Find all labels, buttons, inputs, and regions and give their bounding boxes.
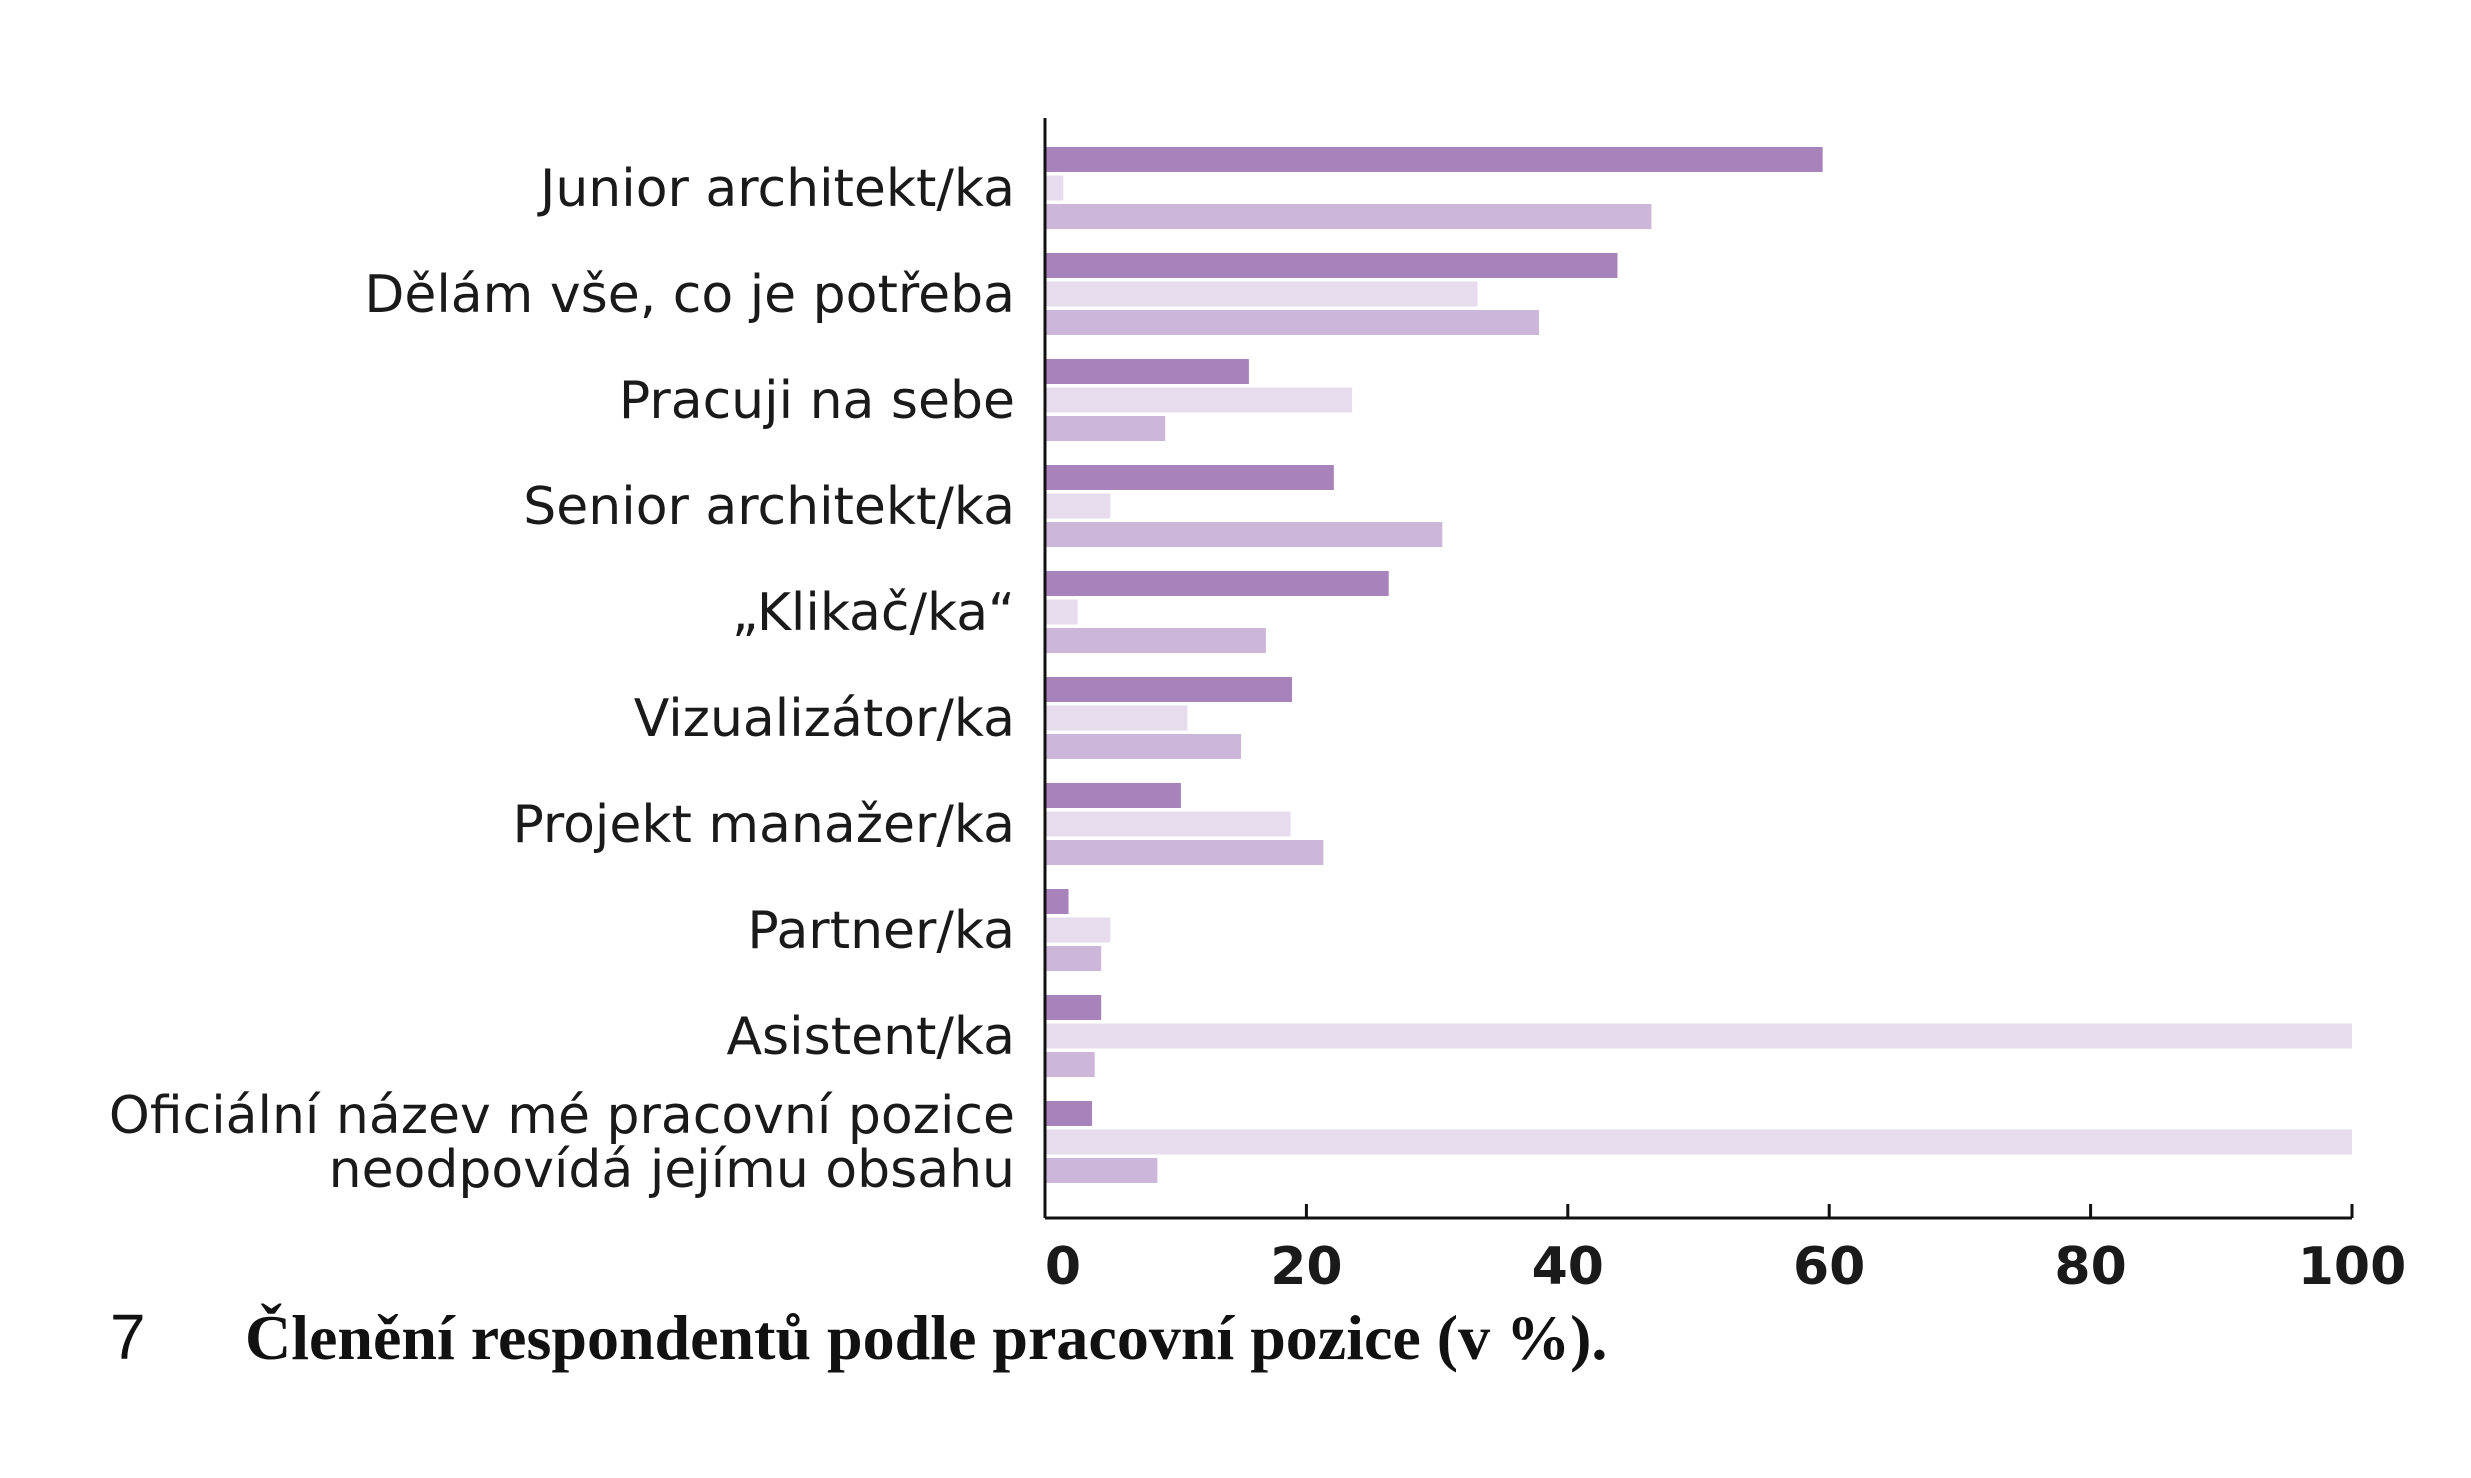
category-label-7: Partner/ka — [747, 901, 1015, 961]
bar-7-series-2 — [1045, 946, 1102, 971]
bar-4-series-2 — [1045, 628, 1266, 653]
bar-3-series-1 — [1045, 493, 1111, 519]
bar-7-series-1 — [1045, 917, 1111, 943]
bar-2-series-2 — [1045, 416, 1166, 441]
category-label-4: „Klikač/ka“ — [732, 583, 1015, 643]
bar-5-series-0 — [1045, 677, 1293, 702]
bar-8-series-2 — [1045, 1052, 1095, 1077]
bar-1-series-1 — [1045, 281, 1478, 307]
bar-5-series-1 — [1045, 705, 1188, 731]
bar-9-series-1 — [1045, 1129, 2352, 1155]
category-label-1: Dělám vše, co je potřeba — [364, 265, 1015, 325]
x-tick-label-2: 40 — [1532, 1237, 1604, 1297]
bar-7-series-0 — [1045, 889, 1069, 914]
bar-0-series-1 — [1045, 175, 1064, 201]
bar-1-series-2 — [1045, 310, 1540, 335]
bar-6-series-1 — [1045, 811, 1291, 837]
category-label-0: Junior architekt/ka — [537, 159, 1015, 219]
x-tick-label-3: 60 — [1793, 1237, 1865, 1297]
bars-group — [1045, 147, 2352, 1183]
category-label-6: Projekt manažer/ka — [512, 795, 1015, 855]
bar-2-series-0 — [1045, 359, 1249, 384]
bar-3-series-2 — [1045, 522, 1443, 547]
category-label-5: Vizualizátor/ka — [634, 689, 1015, 749]
x-tick-label-1: 20 — [1270, 1237, 1342, 1297]
bar-4-series-1 — [1045, 599, 1078, 625]
bar-8-series-1 — [1045, 1023, 2352, 1049]
category-label-3: Senior architekt/ka — [523, 477, 1015, 537]
x-axis: 0 20 40 60 80 100 — [1043, 118, 2407, 1297]
category-labels: Junior architekt/ka Dělám vše, co je potř… — [109, 159, 1015, 1200]
x-tick-label-4: 80 — [2054, 1237, 2126, 1297]
bar-9-series-2 — [1045, 1158, 1158, 1183]
bar-4-series-0 — [1045, 571, 1389, 596]
x-tick-label-0: 0 — [1045, 1237, 1081, 1297]
bar-1-series-0 — [1045, 253, 1618, 278]
bar-0-series-0 — [1045, 147, 1823, 172]
bar-2-series-1 — [1045, 387, 1353, 413]
bar-6-series-2 — [1045, 840, 1324, 865]
category-label-9-line-1: neodpovídá jejímu obsahu — [329, 1140, 1015, 1200]
bar-9-series-0 — [1045, 1101, 1093, 1126]
bar-3-series-0 — [1045, 465, 1334, 490]
bar-8-series-0 — [1045, 995, 1102, 1020]
bar-0-series-2 — [1045, 204, 1652, 229]
category-label-2: Pracuji na sebe — [619, 371, 1015, 431]
x-tick-label-5: 100 — [2298, 1237, 2407, 1297]
bar-6-series-0 — [1045, 783, 1181, 808]
figure-title: Členění respondentů podle pracovní pozic… — [245, 1302, 1608, 1373]
category-label-8: Asistent/ka — [726, 1007, 1015, 1067]
figure-caption: 7 Členění respondentů podle pracovní poz… — [110, 1300, 1607, 1390]
category-label-9-line-0: Oficiální název mé pracovní pozice — [109, 1086, 1015, 1146]
bar-chart: Junior architekt/ka Dělám vše, co je potř… — [109, 118, 2407, 1297]
bar-5-series-2 — [1045, 734, 1242, 759]
figure-number: 7 — [110, 1301, 146, 1373]
